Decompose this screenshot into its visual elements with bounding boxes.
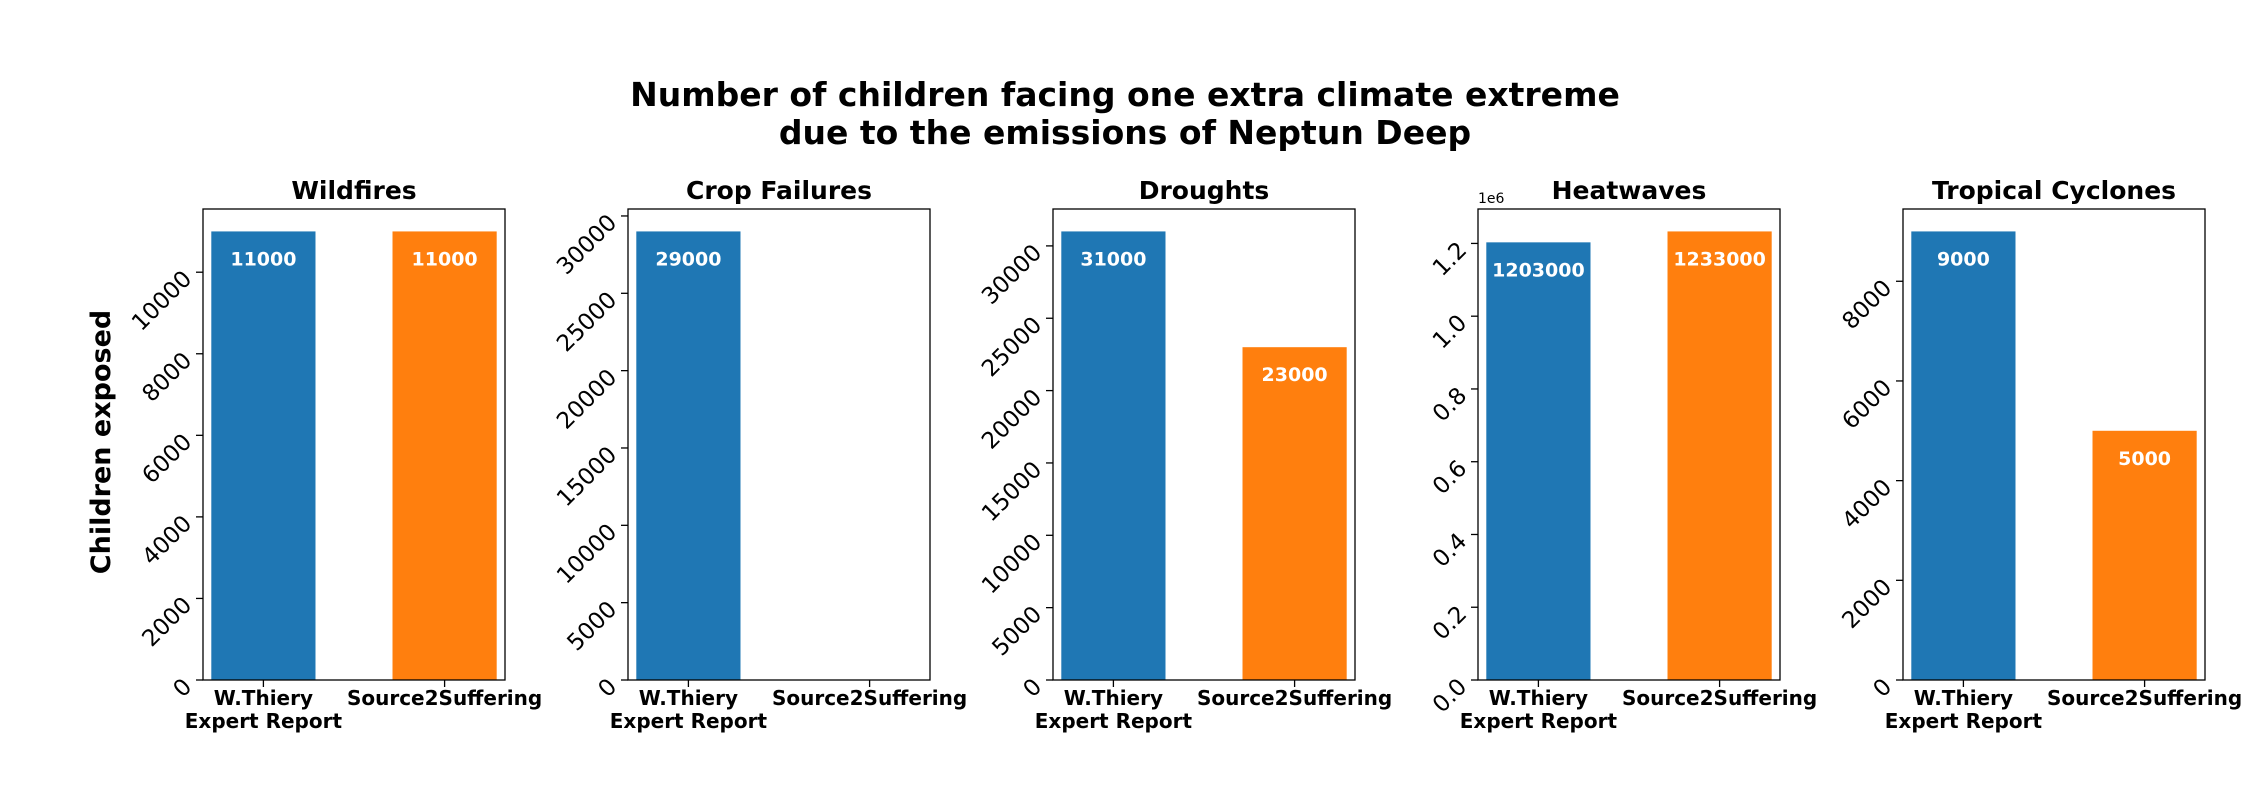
x-tick-label: Source2Suffering	[772, 686, 967, 710]
y-tick-label: 2000	[137, 592, 197, 652]
y-tick-label: 0	[1869, 674, 1898, 703]
plot-frame	[202, 208, 506, 681]
y-tick-label: 8000	[137, 348, 197, 408]
y-tick-label: 10000	[552, 519, 622, 589]
x-tick-label: W.Thiery Expert Report	[1885, 686, 2043, 733]
y-tick-label: 0.6	[1428, 456, 1472, 500]
bar	[1667, 231, 1772, 680]
bar-value-label: 23000	[1262, 364, 1328, 386]
y-tick-label: 5000	[562, 597, 622, 657]
x-tick-label: Source2Suffering	[1197, 686, 1392, 710]
plot-frame	[1902, 208, 2206, 681]
plot-frame	[1052, 208, 1356, 681]
bar	[1242, 347, 1347, 680]
y-tick-label: 30000	[552, 210, 622, 280]
panel-title: Wildfires	[291, 176, 416, 205]
y-tick-label: 0	[169, 674, 198, 703]
y-tick-label: 25000	[977, 312, 1047, 382]
bar	[1486, 242, 1591, 680]
y-tick-label: 4000	[137, 511, 197, 571]
y-tick-label: 0.2	[1428, 601, 1472, 645]
bar	[2092, 430, 2197, 680]
bar	[211, 231, 316, 680]
y-tick-label: 1.2	[1428, 237, 1472, 281]
y-tick-label: 0	[594, 674, 623, 703]
y-tick-label: 20000	[552, 364, 622, 434]
y-tick-label: 20000	[977, 384, 1047, 454]
y-tick-label: 0	[1019, 674, 1048, 703]
x-tick-label: W.Thiery Expert Report	[1460, 686, 1618, 733]
panel-title: Droughts	[1139, 176, 1270, 205]
panel-title: Crop Failures	[686, 176, 872, 205]
plot-frame	[627, 208, 931, 681]
bar-value-label: 5000	[2118, 448, 2171, 470]
bar	[1911, 231, 2016, 680]
y-tick-label: 6000	[1837, 375, 1897, 435]
bar-value-label: 1203000	[1492, 259, 1585, 281]
bar-value-label: 11000	[230, 248, 296, 270]
y-tick-label: 0.4	[1428, 528, 1472, 572]
bar	[1061, 231, 1166, 680]
bar-value-label: 29000	[655, 248, 721, 270]
bar	[392, 231, 497, 680]
bar-value-label: 1233000	[1673, 248, 1766, 270]
x-tick-label: W.Thiery Expert Report	[185, 686, 343, 733]
x-tick-label: Source2Suffering	[2047, 686, 2242, 710]
y-tick-label: 15000	[552, 442, 622, 512]
panel-title: Heatwaves	[1552, 176, 1707, 205]
y-axis-label: Children exposed	[86, 310, 117, 574]
y-tick-label: 10000	[977, 529, 1047, 599]
panel-title: Tropical Cyclones	[1932, 176, 2176, 205]
figure-title-line2: due to the emissions of Neptun Deep	[779, 113, 1471, 152]
y-tick-label: 2000	[1837, 574, 1897, 634]
y-tick-label: 5000	[987, 602, 1047, 662]
y-tick-label: 8000	[1837, 275, 1897, 335]
figure-title-line1: Number of children facing one extra clim…	[630, 75, 1620, 114]
x-tick-label: Source2Suffering	[1622, 686, 1817, 710]
plot-frame	[1477, 208, 1781, 681]
bar-value-label: 9000	[1937, 248, 1990, 270]
y-tick-label: 25000	[552, 287, 622, 357]
bar-value-label: 31000	[1080, 248, 1146, 270]
x-tick-label: W.Thiery Expert Report	[1035, 686, 1193, 733]
x-tick-label: Source2Suffering	[347, 686, 542, 710]
y-tick-label: 0.8	[1428, 383, 1472, 427]
y-tick-label: 10000	[127, 266, 197, 336]
y-tick-label: 6000	[137, 429, 197, 489]
bar-value-label: 11000	[412, 248, 478, 270]
y-tick-label: 1.0	[1428, 310, 1472, 354]
y-tick-label: 4000	[1837, 474, 1897, 534]
bar	[636, 231, 741, 680]
y-tick-label: 30000	[977, 240, 1047, 310]
axis-offset-label: 1e6	[1478, 191, 1505, 207]
x-tick-label: W.Thiery Expert Report	[610, 686, 768, 733]
y-tick-label: 15000	[977, 457, 1047, 527]
